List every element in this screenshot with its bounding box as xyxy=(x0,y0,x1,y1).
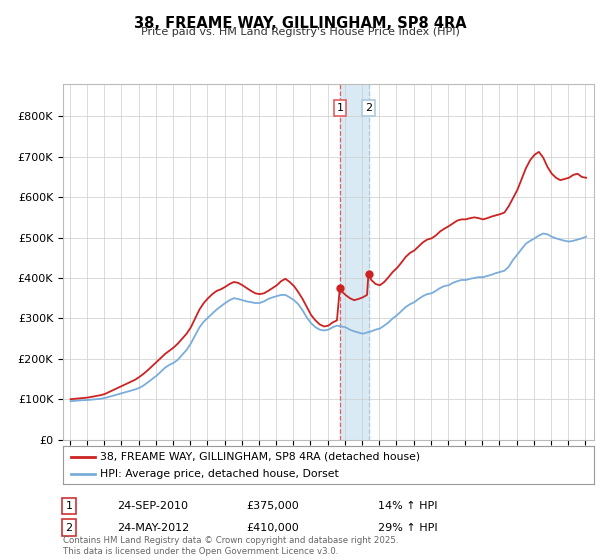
Text: Contains HM Land Registry data © Crown copyright and database right 2025.
This d: Contains HM Land Registry data © Crown c… xyxy=(63,536,398,556)
Text: Price paid vs. HM Land Registry's House Price Index (HPI): Price paid vs. HM Land Registry's House … xyxy=(140,27,460,37)
Text: HPI: Average price, detached house, Dorset: HPI: Average price, detached house, Dors… xyxy=(100,469,339,479)
Text: 38, FREAME WAY, GILLINGHAM, SP8 4RA: 38, FREAME WAY, GILLINGHAM, SP8 4RA xyxy=(134,16,466,31)
Text: 24-MAY-2012: 24-MAY-2012 xyxy=(117,522,189,533)
Text: 38, FREAME WAY, GILLINGHAM, SP8 4RA (detached house): 38, FREAME WAY, GILLINGHAM, SP8 4RA (det… xyxy=(100,451,420,461)
Text: £375,000: £375,000 xyxy=(246,501,299,511)
Bar xyxy=(340,84,369,440)
Text: 1: 1 xyxy=(337,103,344,113)
Text: 29% ↑ HPI: 29% ↑ HPI xyxy=(378,522,437,533)
Text: 2: 2 xyxy=(365,103,372,113)
Text: 1: 1 xyxy=(65,501,73,511)
Text: £410,000: £410,000 xyxy=(246,522,299,533)
Text: 14% ↑ HPI: 14% ↑ HPI xyxy=(378,501,437,511)
Text: 2: 2 xyxy=(65,522,73,533)
Text: 24-SEP-2010: 24-SEP-2010 xyxy=(117,501,188,511)
